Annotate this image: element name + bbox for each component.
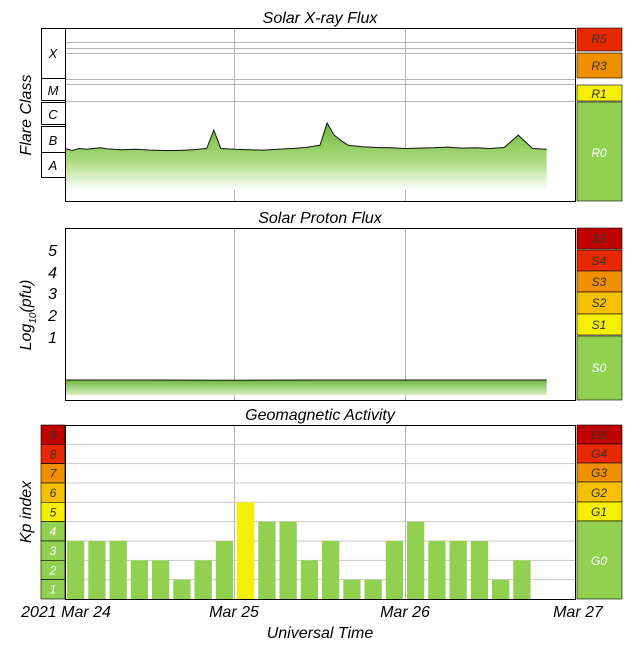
scale-g4: G4	[591, 447, 607, 461]
proton-tick-3: 3	[48, 286, 57, 303]
kp-bar	[130, 560, 149, 599]
kp-level-label: 5	[50, 505, 57, 519]
kp-bar	[385, 541, 404, 599]
flare-class-b: B	[49, 133, 58, 148]
kp-level-label: 2	[49, 563, 57, 577]
scale-s5: S5	[592, 232, 607, 246]
kp-level-label: 3	[50, 544, 57, 558]
kp-level-label: 6	[50, 486, 57, 500]
kp-bar	[428, 541, 446, 599]
radio-blackout-scale: R5 R3 R1 R0	[576, 27, 623, 202]
flare-class-m: M	[48, 83, 59, 98]
proton-tick-4: 4	[48, 265, 57, 282]
kp-bar	[237, 502, 255, 599]
xray-flux-line	[64, 121, 547, 152]
kp-bar	[492, 579, 510, 599]
proton-plot-area	[65, 228, 576, 401]
xray-title: Solar X-ray Flux	[263, 10, 379, 27]
flare-class-c: C	[48, 107, 58, 122]
kp-bar	[449, 541, 467, 599]
scale-g2: G2	[591, 486, 607, 500]
kp-level-scale: 9 8 7 6 5 4 3 2 1	[40, 424, 66, 600]
proton-tick-1: 1	[48, 330, 57, 347]
kp-bar	[194, 560, 212, 599]
kp-bar	[513, 560, 531, 599]
kp-level-label: 9	[50, 428, 57, 442]
kp-bar	[364, 579, 382, 599]
geo-title: Geomagnetic Activity	[245, 407, 396, 424]
kp-bar	[173, 579, 191, 599]
scale-r1: R1	[591, 87, 606, 101]
scale-g3: G3	[591, 466, 607, 480]
kp-bar	[407, 521, 425, 599]
kp-bar	[279, 521, 297, 599]
scale-g0: G0	[591, 554, 607, 568]
geo-ylabel: Kp index	[18, 480, 35, 543]
kp-bar	[215, 541, 234, 599]
scale-r3: R3	[591, 59, 607, 73]
kp-level-cell	[40, 579, 66, 600]
kp-level-label: 1	[50, 583, 57, 597]
geomagnetic-storm-scale: G5 G4 G3 G2 G1 G0	[576, 424, 623, 600]
flare-class-a: A	[48, 158, 58, 173]
kp-bar	[152, 560, 170, 599]
kp-bar	[322, 541, 340, 599]
scale-s2: S2	[592, 296, 607, 310]
scale-r0: R0	[591, 146, 607, 160]
scale-s1: S1	[592, 318, 607, 332]
kp-bar	[109, 541, 127, 599]
solar-radiation-scale: S5 S4 S3 S2 S1 S0	[576, 227, 623, 401]
scale-g1: G1	[591, 505, 607, 519]
kp-level-label: 4	[50, 525, 57, 539]
scale-s4: S4	[592, 254, 607, 268]
kp-bar	[470, 541, 489, 599]
date-label-mar24: 2021 Mar 24	[20, 604, 111, 621]
geo-plot-area	[65, 425, 576, 600]
kp-bar	[300, 560, 319, 599]
proton-flux-fill	[65, 380, 547, 395]
scale-s3: S3	[592, 275, 607, 289]
proton-ylabel: Log10(pfu)	[18, 280, 39, 351]
xray-ylabel: Flare Class	[18, 75, 35, 156]
proton-tick-2: 2	[47, 308, 57, 325]
x-axis-label: Universal Time	[267, 625, 374, 642]
xray-plot-area	[64, 28, 576, 202]
kp-bar	[88, 541, 106, 599]
proton-title: Solar Proton Flux	[258, 210, 383, 227]
flare-class-x: X	[48, 46, 59, 61]
scale-g5: G5	[591, 428, 607, 442]
kp-bar	[258, 521, 276, 599]
flare-class-scale: X M C B A	[41, 28, 66, 178]
kp-level-label: 7	[50, 467, 58, 481]
date-label-mar27: Mar 27	[553, 604, 604, 621]
kp-bar	[343, 579, 361, 599]
date-label-mar25: Mar 25	[209, 604, 259, 621]
proton-ticks: 5 4 3 2 1	[47, 243, 57, 347]
xray-flux-fill	[65, 123, 547, 190]
scale-s0: S0	[592, 361, 607, 375]
proton-tick-5: 5	[48, 243, 57, 260]
scale-r5: R5	[591, 32, 607, 46]
kp-bar	[67, 541, 85, 599]
date-label-mar26: Mar 26	[380, 604, 430, 621]
kp-level-label: 8	[50, 447, 57, 461]
